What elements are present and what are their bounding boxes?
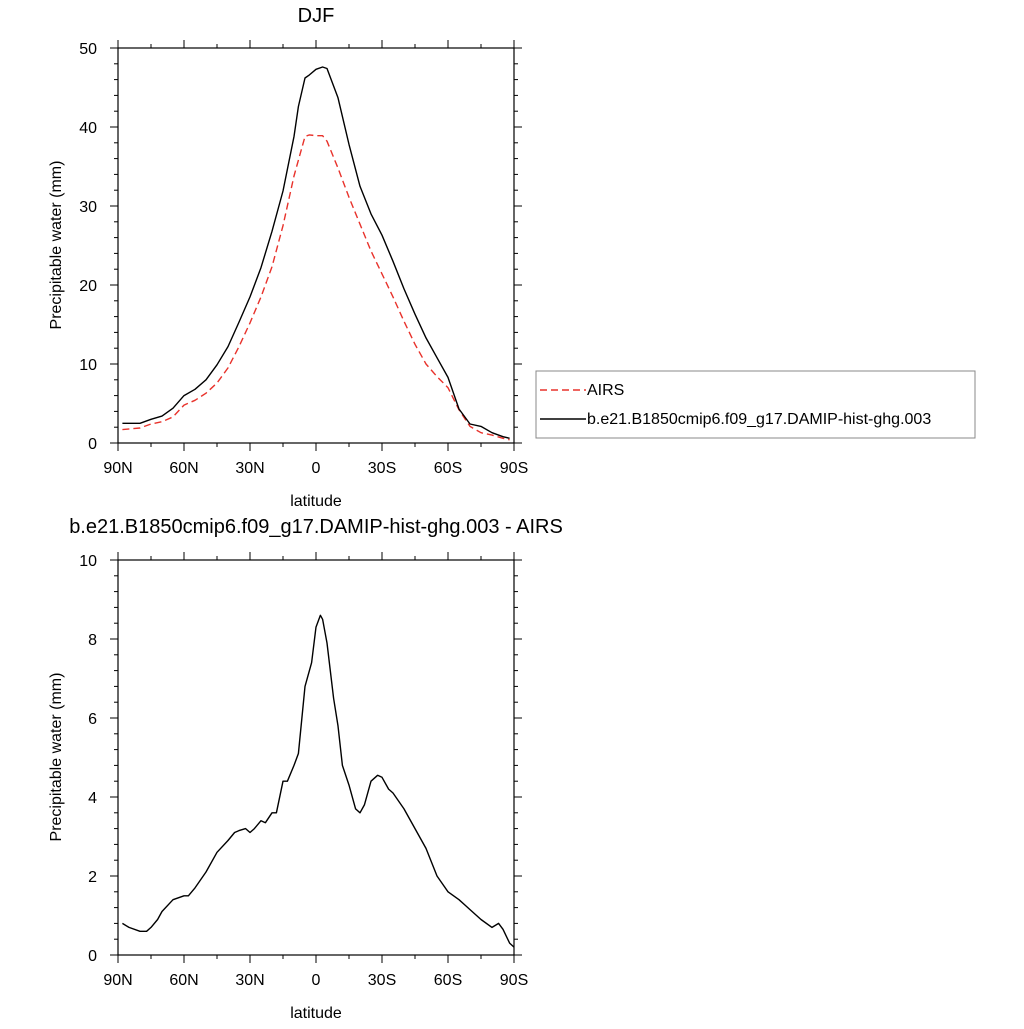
- y-tick-label: 40: [79, 120, 97, 137]
- bottom-chart-panel: b.e21.B1850cmip6.f09_g17.DAMIP-hist-ghg.…: [48, 516, 563, 1022]
- y-tick-label: 4: [88, 790, 97, 807]
- x-tick-label: 90N: [103, 972, 132, 989]
- y-axis-label: Precipitable water (mm): [48, 673, 65, 842]
- y-tick-label: 10: [79, 553, 97, 570]
- x-tick-label: 0: [312, 972, 321, 989]
- axis-ticks: 90N 60N 30N 0 30S 60S 90S 0 2 4 6 8 10: [79, 552, 528, 989]
- plot-frame: [117, 47, 515, 444]
- x-tick-label: 0: [312, 460, 321, 477]
- series-line-airs: [122, 134, 510, 441]
- x-tick-label: 90N: [103, 460, 132, 477]
- x-axis-label: latitude: [290, 1005, 342, 1022]
- y-tick-label: 20: [79, 278, 97, 295]
- series-line-model: [122, 614, 515, 948]
- x-tick-label: 30N: [235, 972, 264, 989]
- x-tick-label: 30N: [235, 460, 264, 477]
- x-axis-label: latitude: [290, 493, 342, 510]
- top-chart-panel: DJF Precipitable water (mm) latitude 90N…: [48, 5, 528, 510]
- y-tick-label: 0: [88, 948, 97, 965]
- y-tick-label: 2: [88, 869, 97, 886]
- series-line-model: [122, 66, 510, 439]
- chart-title: DJF: [298, 5, 335, 27]
- legend: AIRS b.e21.B1850cmip6.f09_g17.DAMIP-hist…: [535, 370, 976, 439]
- x-tick-label: 30S: [368, 972, 396, 989]
- axis-ticks: 90N 60N 30N 0 30S 60S 90S 0 10 20 30 40 50: [79, 40, 528, 477]
- legend-label-model: b.e21.B1850cmip6.f09_g17.DAMIP-hist-ghg.…: [587, 411, 931, 428]
- y-tick-label: 50: [79, 41, 97, 58]
- data-lines: [122, 614, 515, 948]
- y-tick-label: 6: [88, 711, 97, 728]
- x-tick-label: 60N: [169, 460, 198, 477]
- x-tick-label: 60S: [434, 972, 462, 989]
- plot-frame: [117, 559, 515, 956]
- y-tick-label: 10: [79, 357, 97, 374]
- y-tick-label: 30: [79, 199, 97, 216]
- y-tick-label: 8: [88, 632, 97, 649]
- x-tick-label: 30S: [368, 460, 396, 477]
- x-tick-label: 60S: [434, 460, 462, 477]
- legend-label-airs: AIRS: [587, 382, 624, 399]
- chart-title: b.e21.B1850cmip6.f09_g17.DAMIP-hist-ghg.…: [69, 516, 563, 538]
- data-lines: [122, 66, 510, 441]
- x-tick-label: 90S: [500, 460, 528, 477]
- x-tick-label: 60N: [169, 972, 198, 989]
- x-tick-label: 90S: [500, 972, 528, 989]
- y-tick-label: 0: [88, 436, 97, 453]
- y-axis-label: Precipitable water (mm): [48, 161, 65, 330]
- legend-box: [535, 370, 976, 439]
